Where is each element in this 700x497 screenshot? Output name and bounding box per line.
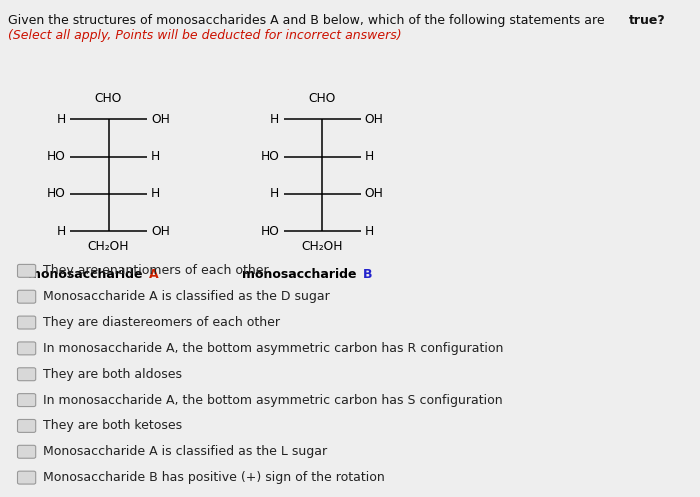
Text: OH: OH [365, 113, 384, 126]
FancyBboxPatch shape [18, 290, 36, 303]
Text: H: H [57, 225, 66, 238]
Text: In monosaccharide A, the bottom asymmetric carbon has S configuration: In monosaccharide A, the bottom asymmetr… [43, 394, 503, 407]
Text: H: H [365, 225, 374, 238]
Text: H: H [57, 113, 66, 126]
Text: A: A [149, 268, 159, 281]
FancyBboxPatch shape [18, 445, 36, 458]
Text: (Select all apply, Points will be deducted for incorrect answers): (Select all apply, Points will be deduct… [8, 29, 402, 42]
Text: H: H [151, 150, 160, 163]
Text: CHO: CHO [94, 92, 122, 105]
Text: HO: HO [260, 150, 279, 163]
Text: Monosaccharide A is classified as the D sugar: Monosaccharide A is classified as the D … [43, 290, 330, 303]
Text: OH: OH [151, 225, 170, 238]
Text: They are diastereomers of each other: They are diastereomers of each other [43, 316, 281, 329]
Text: Monosaccharide B has positive (+) sign of the rotation: Monosaccharide B has positive (+) sign o… [43, 471, 385, 484]
Text: monosaccharide: monosaccharide [241, 268, 360, 281]
Text: They are both ketoses: They are both ketoses [43, 419, 183, 432]
Text: CH₂OH: CH₂OH [88, 240, 130, 253]
Text: CHO: CHO [308, 92, 336, 105]
Text: H: H [151, 187, 160, 200]
Text: true?: true? [629, 14, 666, 27]
Text: Given the structures of monosaccharides A and B below, which of the following st: Given the structures of monosaccharides … [8, 14, 609, 27]
FancyBboxPatch shape [18, 368, 36, 381]
Text: H: H [365, 150, 374, 163]
FancyBboxPatch shape [18, 419, 36, 432]
Text: H: H [270, 113, 279, 126]
Text: HO: HO [47, 150, 66, 163]
Text: Monosaccharide A is classified as the L sugar: Monosaccharide A is classified as the L … [43, 445, 328, 458]
Text: OH: OH [151, 113, 170, 126]
Text: H: H [270, 187, 279, 200]
Text: HO: HO [260, 225, 279, 238]
Text: monosaccharide: monosaccharide [28, 268, 147, 281]
Text: CH₂OH: CH₂OH [301, 240, 343, 253]
Text: HO: HO [47, 187, 66, 200]
FancyBboxPatch shape [18, 394, 36, 407]
FancyBboxPatch shape [18, 342, 36, 355]
Text: They are both aldoses: They are both aldoses [43, 368, 183, 381]
Text: OH: OH [365, 187, 384, 200]
FancyBboxPatch shape [18, 316, 36, 329]
Text: They are enantiomers of each other: They are enantiomers of each other [43, 264, 269, 277]
FancyBboxPatch shape [18, 264, 36, 277]
FancyBboxPatch shape [18, 471, 36, 484]
Text: B: B [363, 268, 372, 281]
Text: In monosaccharide A, the bottom asymmetric carbon has R configuration: In monosaccharide A, the bottom asymmetr… [43, 342, 504, 355]
